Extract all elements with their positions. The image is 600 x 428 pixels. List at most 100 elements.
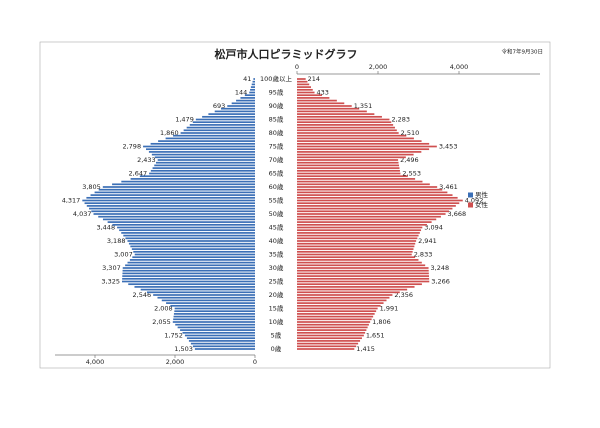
bar [297, 102, 345, 105]
value-label: 2,496 [400, 156, 419, 164]
bar [297, 321, 371, 323]
bar [131, 248, 255, 250]
value-label: 1,479 [175, 116, 194, 124]
bar [180, 132, 255, 134]
value-label: 1,752 [164, 332, 183, 340]
bar [253, 78, 255, 80]
bar [297, 172, 401, 175]
bar [297, 240, 417, 242]
bar [231, 102, 255, 105]
bar [297, 267, 429, 269]
bar [177, 326, 255, 329]
chart-title: 松戸市人口ピラミッドグラフ [215, 47, 358, 61]
bar [297, 334, 364, 337]
bar [122, 272, 255, 275]
bar [297, 275, 429, 277]
value-label: 3,266 [431, 278, 450, 286]
value-label: 1,991 [380, 305, 399, 313]
bar [82, 199, 255, 202]
bar [122, 269, 255, 272]
bar [297, 256, 416, 259]
bar [297, 299, 387, 302]
bar [297, 283, 422, 286]
bar [86, 205, 255, 207]
bar [297, 129, 397, 132]
bar [297, 137, 414, 140]
bar [134, 253, 255, 256]
bar [297, 331, 366, 334]
bar [297, 83, 310, 86]
bar [157, 159, 255, 161]
age-label: 85歳 [269, 115, 284, 124]
bar [297, 207, 453, 210]
bar [297, 153, 414, 156]
bar [158, 140, 255, 142]
age-label: 75歳 [269, 142, 284, 151]
bar [297, 110, 367, 113]
bar [297, 186, 438, 188]
bar [134, 286, 255, 288]
tick-label: 4,000 [450, 63, 469, 71]
age-label: 70歳 [269, 155, 284, 164]
bar [107, 221, 255, 223]
bar [91, 210, 255, 213]
age-label: 10歳 [269, 317, 284, 326]
bar [249, 91, 255, 94]
value-label: 3,461 [439, 183, 458, 191]
bar [297, 269, 429, 272]
bar [297, 159, 399, 161]
bar [119, 229, 255, 232]
bar [170, 304, 255, 307]
value-label: 3,007 [114, 251, 133, 259]
bar [297, 318, 372, 321]
bar [139, 175, 255, 178]
bar [122, 277, 255, 280]
bar [129, 259, 255, 261]
bar [189, 124, 255, 126]
bar [155, 161, 255, 164]
bar [128, 283, 255, 286]
value-label: 1,415 [356, 345, 375, 353]
value-label: 1,503 [174, 345, 193, 353]
bar [130, 178, 255, 180]
value-label: 214 [308, 75, 320, 83]
bar [161, 299, 255, 302]
bar [93, 213, 256, 215]
bar [184, 334, 255, 337]
value-label: 2,356 [394, 291, 413, 299]
value-label: 2,941 [418, 237, 437, 245]
bar [297, 259, 419, 261]
tick-label: 0 [295, 63, 299, 71]
age-label: 90歳 [269, 101, 284, 110]
tick-label: 4,000 [86, 358, 105, 366]
bar [172, 321, 255, 323]
bar [151, 153, 255, 156]
age-label: 100歳以上 [260, 74, 292, 83]
bar [149, 172, 255, 175]
bar [297, 342, 359, 345]
bar [297, 215, 441, 218]
bar [250, 86, 255, 88]
value-label: 2,055 [152, 318, 171, 326]
value-label: 1,351 [354, 102, 373, 110]
bar [297, 302, 384, 304]
bar [297, 226, 423, 229]
value-label: 3,188 [107, 237, 126, 245]
bar [195, 118, 255, 121]
age-label: 20歳 [269, 290, 284, 299]
bar [297, 151, 422, 153]
bar [297, 94, 322, 97]
bar [121, 180, 255, 183]
bar [297, 280, 430, 283]
bar [297, 124, 394, 126]
bar [192, 345, 255, 348]
bar [297, 248, 414, 250]
bar [112, 223, 255, 226]
bar [297, 156, 406, 159]
bar [130, 245, 255, 248]
age-label: 65歳 [269, 169, 284, 178]
bar [173, 313, 255, 315]
bar [297, 223, 427, 226]
bar [297, 145, 437, 148]
chart-frame [39, 41, 551, 369]
